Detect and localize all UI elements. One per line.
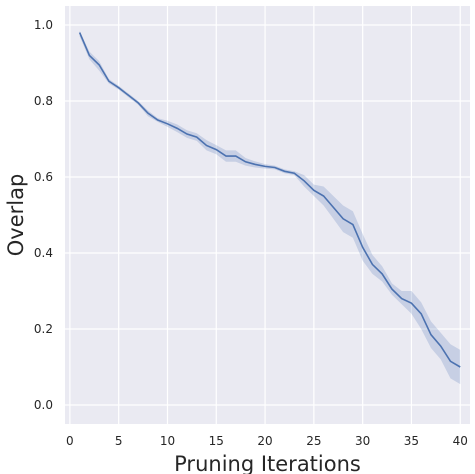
y-axis-label: Overlap	[4, 174, 28, 257]
x-axis-label: Pruning Iterations	[174, 452, 361, 474]
plot-background	[65, 6, 470, 424]
y-tick-label: 0.0	[34, 398, 53, 412]
y-tick-label: 0.6	[34, 170, 53, 184]
series-line	[78, 32, 461, 368]
x-tick-label: 15	[209, 434, 224, 448]
y-tick-label: 0.8	[34, 94, 53, 108]
x-tick-label: 10	[160, 434, 175, 448]
x-tick-label: 40	[453, 434, 468, 448]
x-tick-label: 0	[66, 434, 74, 448]
y-tick-label: 1.0	[34, 18, 53, 32]
x-tick-label: 20	[257, 434, 272, 448]
x-tick-label: 25	[306, 434, 321, 448]
x-tick-label: 30	[355, 434, 370, 448]
x-tick-label: 5	[115, 434, 123, 448]
y-tick-label: 0.2	[34, 322, 53, 336]
y-tick-labels: 0.0 0.2 0.4 0.6 0.8 1.0	[34, 18, 53, 412]
y-tick-label: 0.4	[34, 246, 53, 260]
x-tick-labels: 0 5 10 15 20 25 30 35 40	[66, 434, 468, 448]
x-tick-label: 35	[404, 434, 419, 448]
gridlines	[65, 6, 470, 424]
